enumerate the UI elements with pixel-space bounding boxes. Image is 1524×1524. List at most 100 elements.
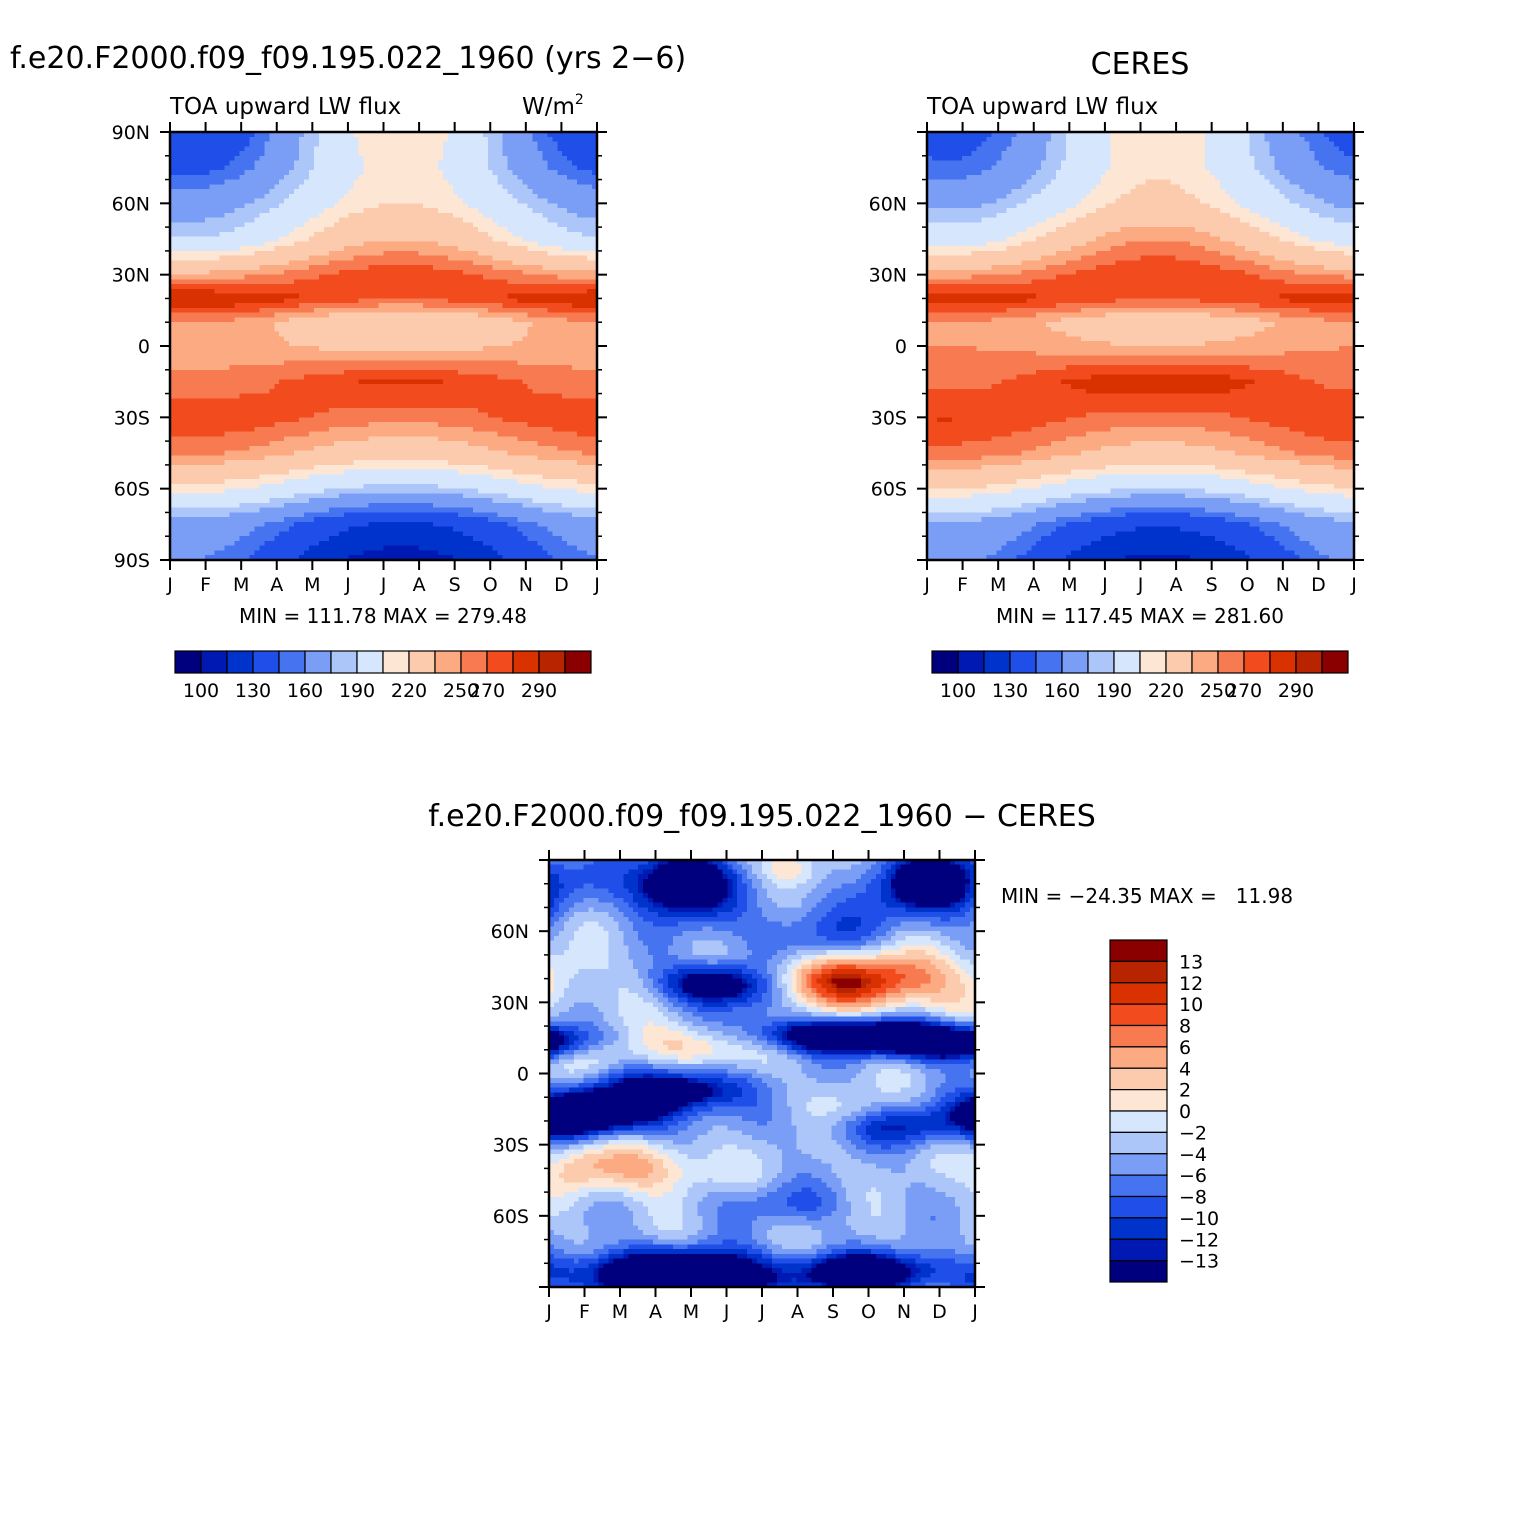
p1-cell — [269, 393, 275, 399]
p1-cell — [309, 241, 315, 247]
p1-cell — [264, 241, 270, 247]
p1-cell — [289, 174, 295, 181]
p1-cell — [309, 279, 315, 285]
p1-cell — [244, 398, 251, 404]
p1-cell — [279, 412, 285, 418]
p1-cell — [363, 445, 370, 452]
p1-cell — [304, 455, 310, 461]
p1-cell — [189, 288, 196, 295]
p1-cell — [403, 265, 409, 271]
p1-cell — [244, 346, 251, 352]
p1-cell — [199, 288, 206, 295]
p1-cell — [184, 284, 191, 290]
p1-cell — [174, 460, 181, 466]
p1-cell — [318, 388, 325, 395]
p1-cell — [393, 360, 399, 366]
p1-cell — [403, 141, 409, 147]
p1-cell — [358, 184, 365, 190]
p1-cell — [408, 417, 414, 423]
p1-cell — [299, 246, 305, 252]
p1-cell — [234, 455, 241, 461]
p1-cell — [328, 493, 335, 499]
p1-cell — [304, 336, 310, 342]
p1-cell — [318, 407, 325, 414]
p1-cell — [368, 512, 375, 518]
p1-cell — [363, 179, 370, 185]
p1-cell — [279, 493, 285, 499]
p1-cell — [333, 507, 340, 514]
p1-cell — [388, 540, 395, 547]
p1-cell — [398, 526, 404, 533]
p1-cell — [353, 474, 360, 480]
p1-cell — [338, 393, 345, 399]
p1-cell — [209, 536, 216, 542]
p1-cell — [423, 493, 429, 499]
p1-cell — [259, 431, 265, 437]
p1-cell — [299, 193, 305, 200]
p1-cell — [353, 141, 360, 147]
p1-cell — [378, 303, 385, 309]
p1-cell — [358, 132, 365, 138]
p1-cell — [264, 132, 270, 138]
p1-cell — [194, 431, 201, 437]
p1-cell — [199, 136, 206, 143]
p1-cell — [239, 412, 246, 418]
p1-cell — [264, 274, 270, 281]
p1-cell — [209, 336, 216, 342]
p1-cell — [323, 160, 330, 166]
p1-cell — [274, 502, 280, 509]
p1-cell — [249, 136, 256, 143]
p1-cell — [343, 493, 350, 499]
p1-cell — [219, 350, 226, 357]
p1-cell — [408, 550, 414, 556]
p1-cell — [299, 341, 305, 347]
p1-cell — [428, 469, 434, 475]
p1-cell — [299, 165, 305, 171]
panel1-units-label: W/m2 — [522, 92, 584, 120]
p1-cell — [328, 403, 335, 409]
p1-cell — [170, 255, 176, 261]
p1-cell — [279, 346, 285, 352]
p1-cell — [209, 502, 216, 509]
p1-cell — [170, 136, 176, 143]
p1-cell — [219, 288, 226, 295]
p1-cell — [313, 227, 320, 233]
p1-cell — [309, 483, 315, 490]
p1-cell — [333, 412, 340, 418]
p1-cell — [299, 336, 305, 342]
p1-cell — [343, 346, 350, 352]
p1-cell — [279, 388, 285, 395]
p1-cell — [264, 526, 270, 533]
p1-cell — [184, 498, 191, 504]
p1-cell — [244, 265, 251, 271]
p1-cell — [313, 374, 320, 380]
p1-cell — [214, 379, 221, 385]
p1-cell — [383, 269, 390, 276]
p1-cell — [343, 474, 350, 480]
p1-cell — [313, 464, 320, 471]
p1-cell — [234, 193, 241, 200]
p1-cell — [383, 151, 390, 157]
p1-cell — [299, 483, 305, 490]
p1-cell — [378, 398, 385, 404]
p1-cell — [343, 193, 350, 200]
p1-cell — [209, 469, 216, 475]
p1-cell — [318, 464, 325, 471]
p1-cell — [433, 341, 439, 347]
p1-cell — [363, 141, 370, 147]
p1-cell — [209, 384, 216, 390]
p1-cell — [170, 498, 176, 504]
p1-cell — [388, 417, 395, 423]
p1-cell — [348, 346, 355, 352]
p1-cell — [170, 288, 176, 295]
p1-cell — [284, 265, 290, 271]
p1-cell — [443, 255, 449, 261]
p1-cell — [264, 393, 270, 399]
p1-cell — [264, 326, 270, 333]
p1-cell — [279, 341, 285, 347]
p1-cell — [358, 536, 365, 542]
p1-cell — [413, 555, 419, 561]
p1-cell — [259, 493, 265, 499]
p1-cell — [418, 531, 424, 537]
p1-cell — [274, 517, 280, 523]
